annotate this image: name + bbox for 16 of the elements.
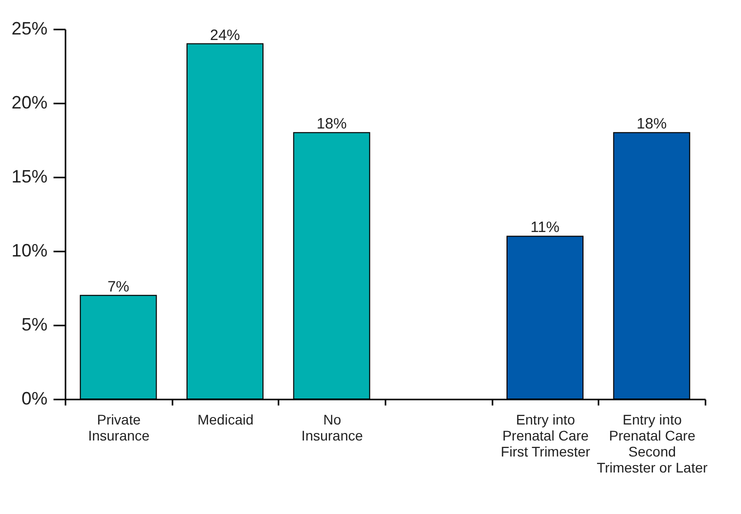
- x-tick-label: No Insurance: [301, 412, 364, 444]
- y-tick-label: 0%: [21, 388, 48, 408]
- data-label: 18%: [316, 116, 347, 133]
- data-label: 11%: [530, 219, 560, 236]
- y-tick-label: 20%: [11, 92, 48, 112]
- x-tick-label: Entry into Prenatal Care Second Trimester or Later: [596, 412, 708, 476]
- y-tick-label: 10%: [11, 240, 48, 260]
- x-tick-label: Medicaid: [197, 412, 254, 428]
- data-label: 7%: [107, 278, 130, 296]
- y-tick-label: 15%: [11, 166, 48, 186]
- y-tick-label: 25%: [11, 18, 48, 38]
- data-label: 18%: [636, 116, 667, 133]
- x-tick-label: Private Insurance: [88, 412, 150, 444]
- x-tick-label: Entry into Prenatal Care First Trimester: [500, 412, 591, 460]
- y-tick-label: 5%: [21, 314, 48, 334]
- data-label: 24%: [210, 26, 240, 44]
